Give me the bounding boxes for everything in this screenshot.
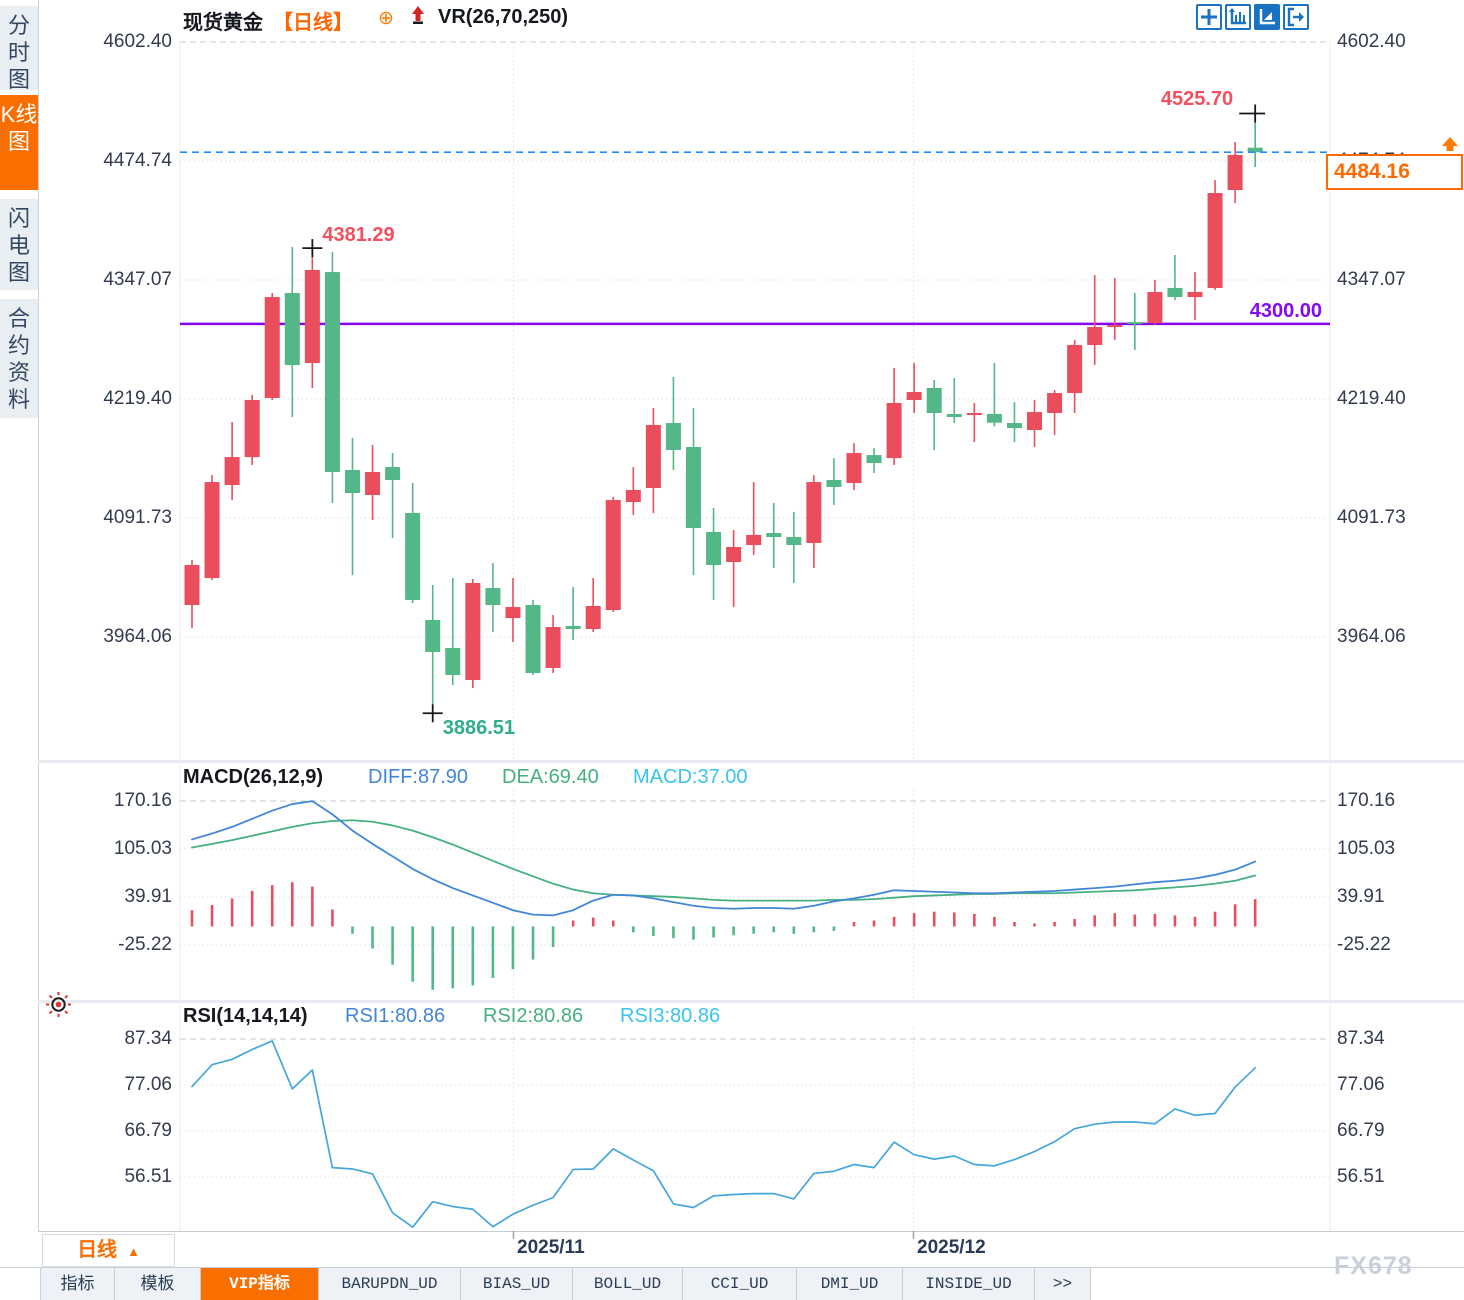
y-axis-label-left: 4219.40	[103, 387, 172, 409]
y-axis-label-left: 170.16	[113, 789, 172, 811]
axis-play-icon[interactable]	[1254, 4, 1280, 30]
high-price-label: 4525.70	[1160, 88, 1234, 111]
indicator-tab-dmi_ud[interactable]: DMI_UD	[797, 1268, 903, 1300]
sidebar-tab-timeshare[interactable]: 分时图	[0, 6, 38, 92]
y-axis-label-right: 105.03	[1337, 838, 1396, 859]
support-line-label: 4300.00	[1249, 299, 1322, 322]
rsi1-value: RSI1:80.86	[345, 1005, 446, 1027]
panel-separator	[38, 760, 1464, 763]
pan-crosshair-icon[interactable]	[1196, 4, 1222, 30]
y-axis-label-left: 105.03	[113, 838, 172, 859]
indicator-tab-[interactable]: 模板	[115, 1268, 201, 1300]
macd-value: MACD:37.00	[633, 766, 748, 788]
macd-title: MACD(26,12,9)	[183, 766, 324, 788]
indicator-tab-[interactable]: >>	[1035, 1268, 1091, 1300]
indicator-tab-vip[interactable]: VIP指标	[201, 1268, 319, 1300]
y-axis-label-left: 56.51	[124, 1166, 172, 1187]
macd-diff-value: DIFF:87.90	[368, 766, 469, 788]
up-arrow-icon	[412, 6, 424, 24]
x-axis-date: 2025/12	[917, 1237, 986, 1258]
y-axis-label-right: 39.91	[1337, 886, 1385, 907]
panel-separator	[38, 1231, 1464, 1232]
y-axis-label-right: 66.79	[1337, 1119, 1385, 1141]
tab-bar-corner	[0, 1268, 41, 1300]
axis-zoom-icon[interactable]	[1225, 4, 1251, 30]
y-axis-label-right: 170.16	[1337, 789, 1396, 811]
y-axis-label-left: -25.22	[118, 934, 172, 955]
indicator-tab-[interactable]: 指标	[41, 1268, 115, 1300]
y-axis-label-right: 3964.06	[1337, 626, 1406, 647]
chevron-up-icon: ▲	[127, 1244, 140, 1259]
rsi3-value: RSI3:80.86	[620, 1005, 721, 1027]
sidebar-divider	[38, 0, 39, 1232]
y-axis-label-left: 4474.74	[103, 149, 172, 171]
y-axis-label-right: 87.34	[1337, 1027, 1385, 1049]
macd-dea-value: DEA:69.40	[502, 766, 599, 788]
y-axis-label-right: 56.51	[1337, 1166, 1385, 1187]
add-indicator-icon[interactable]: ⊕	[378, 8, 394, 29]
y-axis-label-right: 4347.07	[1337, 268, 1406, 290]
y-axis-label-right: -25.22	[1337, 934, 1391, 955]
tab-bar-filler	[1091, 1268, 1464, 1300]
y-axis-label-left: 4347.07	[103, 268, 172, 290]
rsi-title: RSI(14,14,14)	[183, 1005, 308, 1027]
symbol-title: 现货黄金	[183, 12, 263, 34]
y-axis-label-left: 39.91	[124, 886, 172, 907]
y-axis-label-right: 4091.73	[1337, 506, 1406, 528]
indicator-settings-icon[interactable]	[45, 991, 72, 1018]
period-dropdown-label: 日线	[77, 1239, 118, 1261]
sidebar-tab-contract-info[interactable]: 合约资料	[0, 299, 38, 418]
watermark: FX678	[1334, 1252, 1413, 1280]
rsi2-value: RSI2:80.86	[483, 1005, 584, 1027]
indicator-tab-cci_ud[interactable]: CCI_UD	[683, 1268, 797, 1300]
y-axis-label-left: 4091.73	[103, 506, 172, 528]
y-axis-label-right: 4219.40	[1337, 387, 1406, 409]
indicator-tab-barupdn_ud[interactable]: BARUPDN_UD	[319, 1268, 461, 1300]
peak-price-label: 4381.29	[322, 224, 395, 247]
indicator-tab-bar: 指标 模板 VIP指标 BARUPDN_UD BIAS_UD BOLL_UD CCI_UD D…	[0, 1267, 1464, 1300]
period-dropdown-button[interactable]: 日线 ▲	[42, 1234, 175, 1267]
y-axis-label-left: 87.34	[124, 1027, 172, 1049]
y-axis-label-right: 77.06	[1337, 1074, 1385, 1095]
chart-canvas[interactable]	[0, 0, 1464, 1245]
price-up-arrow-icon	[1442, 137, 1458, 151]
indicator-tab-bias_ud[interactable]: BIAS_UD	[461, 1268, 573, 1300]
indicator-tab-boll_ud[interactable]: BOLL_UD	[573, 1268, 683, 1300]
y-axis-label-left: 4602.40	[103, 31, 172, 52]
x-axis-row: 日线 ▲ 2025/11 2025/12	[0, 1232, 1464, 1267]
overlay-indicator-label: VR(26,70,250)	[438, 6, 569, 28]
y-axis-label-left: 66.79	[124, 1119, 172, 1141]
indicator-tab-inside_ud[interactable]: INSIDE_UD	[903, 1268, 1035, 1300]
x-axis-date: 2025/11	[517, 1237, 585, 1258]
panel-separator	[38, 1000, 1464, 1003]
low-price-label: 3886.51	[442, 717, 516, 740]
current-price-box: 4484.16	[1326, 154, 1463, 191]
period-tag: 【日线】	[273, 12, 353, 34]
y-axis-label-left: 77.06	[124, 1074, 172, 1095]
y-axis-label-right: 4602.40	[1337, 31, 1406, 52]
collapse-right-icon[interactable]	[1283, 4, 1309, 30]
sidebar-tab-kline[interactable]: K线图	[0, 95, 38, 190]
y-axis-label-left: 3964.06	[103, 626, 172, 647]
current-price-value: 4484.16	[1334, 160, 1410, 184]
sidebar-tab-lightning[interactable]: 闪电图	[0, 199, 38, 290]
